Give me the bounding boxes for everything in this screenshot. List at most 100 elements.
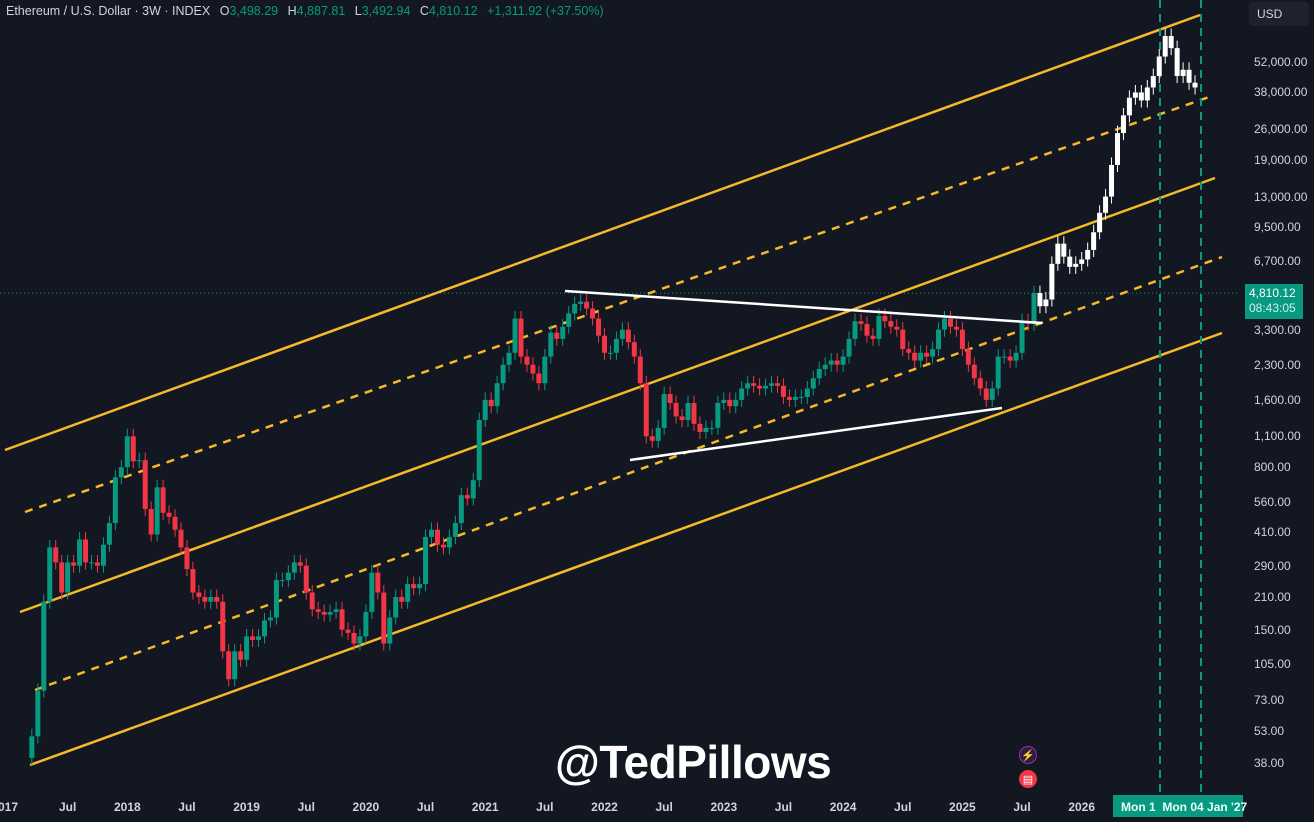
candle: [35, 690, 41, 737]
candle: [297, 562, 303, 566]
candle: [184, 547, 190, 570]
time-tick-label: 017: [0, 800, 19, 814]
candle: [625, 329, 631, 343]
candle: [202, 597, 208, 602]
candle: [148, 509, 154, 535]
price-tick-label: 105.00: [1254, 657, 1291, 672]
candle: [65, 562, 71, 593]
low-label: L: [354, 4, 362, 18]
candle: [94, 562, 100, 566]
projected-candle: [1091, 232, 1097, 250]
candle: [667, 394, 673, 403]
candle: [780, 385, 786, 397]
candle: [309, 592, 315, 610]
candle: [613, 338, 619, 353]
candle: [643, 383, 649, 437]
candle: [786, 396, 792, 400]
close-value: 4,810.12: [428, 4, 478, 18]
projected-candle: [1103, 196, 1109, 213]
candle: [739, 388, 745, 400]
currency-selector[interactable]: USD: [1249, 2, 1309, 26]
candle: [804, 388, 810, 397]
channel-line: [29, 331, 1223, 767]
candle: [214, 597, 220, 602]
candle: [637, 356, 643, 384]
candle: [476, 420, 482, 481]
time-tick-label: Jul: [536, 800, 554, 814]
candle: [518, 318, 524, 357]
us-flag-event-icon[interactable]: ▤: [1019, 770, 1037, 788]
candle: [393, 597, 399, 618]
price-chart[interactable]: [0, 0, 1240, 795]
candle: [858, 321, 864, 324]
candle: [798, 396, 804, 398]
time-cursor-end: Mon 04 Jan '27: [1162, 800, 1248, 814]
candle: [548, 332, 554, 357]
candle: [321, 611, 327, 615]
projected-candle: [1126, 97, 1132, 116]
candle: [822, 364, 828, 369]
candle: [959, 329, 965, 350]
projected-candle: [1097, 212, 1103, 233]
time-tick-label: Jul: [1013, 800, 1031, 814]
candle: [655, 427, 661, 441]
candle: [482, 399, 488, 421]
candle: [452, 523, 458, 537]
projected-candle: [1186, 69, 1192, 83]
candle: [727, 399, 733, 407]
candle: [989, 388, 995, 400]
candle: [512, 318, 518, 353]
candle: [494, 383, 500, 407]
candle: [333, 609, 339, 612]
projected-candle: [1043, 299, 1049, 307]
high-value: 4,887.81: [296, 4, 346, 18]
candle: [584, 301, 590, 309]
price-tick-label: 38.00: [1254, 755, 1285, 770]
candle: [369, 572, 375, 612]
candle: [524, 356, 530, 365]
candle: [387, 617, 393, 644]
time-tick-label: 2023: [710, 800, 738, 814]
channel-line: [19, 176, 1216, 614]
candle: [285, 572, 291, 581]
lightning-icon[interactable]: ⚡: [1019, 746, 1037, 764]
candle: [906, 349, 912, 353]
candle: [190, 569, 196, 593]
candle: [417, 584, 423, 589]
time-tick-label: Jul: [58, 800, 77, 814]
candle: [226, 651, 232, 680]
price-tick-label: 2,300.00: [1254, 357, 1301, 372]
channel-line: [4, 13, 1201, 452]
candle: [327, 611, 333, 615]
candle: [572, 303, 578, 314]
symbol-title[interactable]: Ethereum / U.S. Dollar · 3W · INDEX: [6, 4, 211, 18]
candle: [315, 609, 321, 612]
time-tick-label: 2018: [113, 800, 141, 814]
candle: [631, 342, 637, 357]
price-tick-label: 19,000.00: [1254, 152, 1308, 167]
candle: [596, 318, 602, 336]
candle: [900, 329, 906, 350]
candle: [1001, 356, 1007, 358]
candle: [71, 562, 77, 566]
candle: [381, 592, 387, 644]
projected-candle: [1037, 293, 1043, 307]
projected-candle: [1079, 259, 1085, 264]
time-tick-label: Jul: [655, 800, 673, 814]
bar-countdown: 08:43:05: [1249, 301, 1296, 315]
candle: [47, 547, 53, 602]
candle: [250, 636, 256, 640]
projected-candle: [1168, 35, 1174, 49]
candle: [118, 467, 124, 478]
candle: [423, 536, 429, 585]
projected-candle: [1109, 164, 1115, 197]
candle: [178, 529, 184, 548]
candle: [924, 352, 930, 357]
candle: [840, 356, 846, 365]
projected-candle: [1156, 56, 1162, 77]
candle: [703, 427, 709, 432]
candle: [864, 323, 870, 336]
projected-candle: [1180, 69, 1186, 77]
candle: [530, 364, 536, 374]
candle: [834, 360, 840, 365]
